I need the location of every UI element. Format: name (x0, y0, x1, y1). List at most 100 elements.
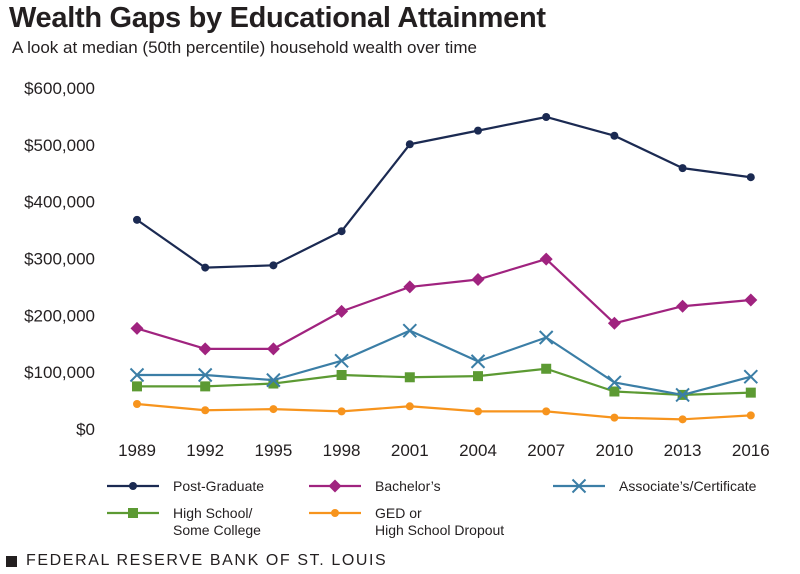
data-point (129, 367, 145, 383)
legend-swatch-marker (331, 509, 339, 517)
legend-label: Some College (173, 522, 261, 538)
legend-item-bachelor-s: Bachelor’s (309, 478, 441, 494)
x-tick-label: 1989 (118, 441, 156, 460)
data-point (402, 323, 418, 338)
data-point (746, 173, 755, 182)
series-line-bachelor-s (136, 257, 751, 350)
series-associate-s-certificate (129, 323, 759, 403)
data-point (403, 280, 417, 294)
y-tick-label: $400,000 (24, 193, 95, 212)
series-line-ged-or-high-school-dropout (136, 402, 751, 421)
data-point (197, 367, 213, 383)
data-point (336, 370, 347, 381)
x-axis: 1989 1992 1995 1998 2001 2004 2007 2010 2013 2016 (118, 441, 770, 460)
y-tick-label: $200,000 (24, 306, 95, 325)
data-point (474, 126, 482, 135)
data-point (337, 227, 346, 236)
data-point (335, 304, 349, 318)
data-point (470, 354, 486, 369)
data-point (405, 140, 414, 149)
x-tick-label: 2001 (391, 441, 429, 460)
legend-item-high-school-some-college: High School/Some College (107, 505, 261, 538)
legend-label: Bachelor’s (375, 478, 441, 494)
data-point (132, 381, 142, 392)
data-point (133, 215, 141, 224)
footer-square-icon (6, 555, 17, 567)
data-point (542, 112, 551, 121)
legend-label: Associate’s/Certificate (619, 478, 757, 494)
legend-swatch-marker (129, 482, 137, 490)
data-point (405, 402, 414, 411)
data-point (269, 405, 278, 414)
data-point (266, 342, 280, 356)
y-tick-label: $0 (76, 420, 95, 439)
legend-label: GED or (375, 505, 422, 521)
legend-swatch-marker (128, 508, 138, 518)
data-point (200, 381, 211, 392)
data-point (334, 353, 349, 369)
series-post-graduate (133, 112, 755, 272)
x-tick-label: 2016 (732, 441, 770, 460)
data-point (542, 407, 551, 416)
data-point (198, 342, 212, 356)
x-tick-label: 2007 (527, 441, 565, 460)
data-point (539, 252, 553, 266)
legend-swatch-marker (328, 479, 342, 493)
data-point (678, 415, 687, 424)
y-axis: $0 $100,000 $200,000 $300,000 $400,000 $500,0… (24, 79, 95, 439)
data-point (337, 407, 346, 416)
data-point (201, 406, 210, 415)
legend-item-associate-s-certificate: Associate’s/Certificate (553, 478, 757, 494)
chart-subtitle: A look at median (50th percentile) house… (12, 38, 477, 57)
data-point (675, 387, 690, 403)
data-point (473, 371, 483, 382)
legend-label: Post-Graduate (173, 478, 264, 494)
x-tick-label: 1992 (186, 441, 224, 460)
data-point (746, 411, 755, 420)
x-tick-label: 2010 (595, 441, 633, 460)
data-point (607, 316, 621, 330)
footer-source: FEDERAL RESERVE BANK OF ST. LOUIS (6, 552, 387, 570)
y-tick-label: $500,000 (24, 136, 95, 155)
data-point (130, 321, 144, 335)
data-point (404, 372, 415, 383)
chart-title: Wealth Gaps by Educational Attainment (9, 2, 546, 34)
series-line-high-school-some-college (137, 367, 751, 396)
data-point (607, 375, 622, 390)
series-layer (129, 112, 759, 424)
x-tick-label: 2013 (664, 441, 702, 460)
y-tick-label: $300,000 (24, 250, 95, 269)
x-tick-label: 2004 (459, 441, 497, 460)
data-point (676, 299, 690, 313)
data-point (744, 293, 758, 307)
legend-item-post-graduate: Post-Graduate (107, 478, 264, 494)
x-tick-label: 1998 (323, 441, 361, 460)
legend-swatch-marker (571, 478, 587, 494)
data-point (266, 372, 281, 388)
y-tick-label: $600,000 (24, 79, 95, 98)
legend: Post-Graduate Bachelor’s Associate’s/Certi… (107, 478, 757, 538)
legend-label: High School/ (173, 505, 252, 521)
series-line-associate-s-certificate (137, 329, 752, 396)
data-point (610, 413, 619, 422)
data-point (474, 407, 482, 416)
data-point (268, 378, 279, 389)
series-bachelor-s (130, 252, 758, 356)
data-point (745, 387, 756, 398)
data-point (201, 263, 210, 272)
data-point (538, 330, 554, 345)
data-point (610, 131, 619, 140)
data-point (269, 261, 278, 270)
data-point (471, 273, 485, 287)
data-point (743, 369, 759, 384)
series-high-school-some-college (132, 363, 756, 400)
legend-label: High School Dropout (375, 522, 504, 538)
y-tick-label: $100,000 (24, 363, 95, 382)
series-ged-or-high-school-dropout (133, 399, 755, 424)
data-point (133, 399, 141, 408)
series-line-post-graduate (136, 115, 751, 269)
x-tick-label: 1995 (254, 441, 292, 460)
data-point (609, 386, 620, 397)
